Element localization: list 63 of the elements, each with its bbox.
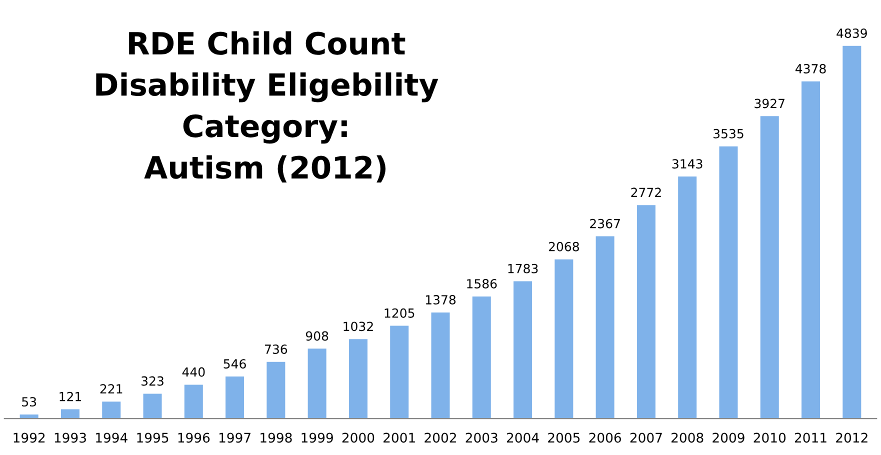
data-label: 2068 xyxy=(548,242,579,252)
bar xyxy=(308,348,326,419)
x-tick-label: 2000 xyxy=(342,432,374,443)
bar xyxy=(514,281,532,419)
x-tick-label: 2008 xyxy=(672,432,704,443)
x-tick-label: 1999 xyxy=(302,432,333,443)
bar xyxy=(760,116,779,419)
data-label: 2367 xyxy=(590,218,620,228)
x-tick-label: 1998 xyxy=(260,432,292,443)
data-label: 908 xyxy=(306,331,328,341)
bar xyxy=(596,236,614,419)
bar xyxy=(802,81,820,419)
bar xyxy=(348,339,368,419)
x-tick-label: 2009 xyxy=(712,432,744,443)
x-tick-label: 1996 xyxy=(178,432,210,443)
x-tick-label: 2006 xyxy=(589,432,622,443)
data-label: 1032 xyxy=(344,322,373,332)
bar xyxy=(60,409,80,419)
bar xyxy=(719,146,738,419)
x-tick-label: 2002 xyxy=(424,432,456,443)
bar xyxy=(266,362,286,419)
bar xyxy=(102,402,121,419)
data-label: 1783 xyxy=(508,264,538,274)
x-tick-label: 1997 xyxy=(219,432,250,443)
x-tick-label: 2004 xyxy=(506,432,539,443)
text: RDE Child Count Disability Eligebility Category: Autism (2012) xyxy=(96,31,438,182)
bar xyxy=(431,312,450,419)
x-tick-label: 1992 xyxy=(14,432,45,443)
bar xyxy=(184,384,203,419)
data-label: 4378 xyxy=(795,64,826,74)
x-tick-label: 2003 xyxy=(466,432,498,443)
data-label: 3143 xyxy=(672,159,702,169)
data-label: 323 xyxy=(142,376,164,386)
data-label: 1205 xyxy=(384,308,414,318)
data-label: 546 xyxy=(224,359,246,369)
data-label: 2772 xyxy=(631,188,661,197)
bar xyxy=(554,259,574,419)
x-tick-label: 2007 xyxy=(630,432,662,443)
x-tick-label: 2011 xyxy=(794,432,826,443)
bar xyxy=(390,326,409,419)
x-tick-label: 2001 xyxy=(384,432,415,443)
data-label: 440 xyxy=(182,367,205,377)
bar xyxy=(143,394,162,419)
x-tick-label: 2005 xyxy=(548,432,580,443)
data-label: 3535 xyxy=(714,128,744,138)
data-label: 4839 xyxy=(836,28,867,38)
x-tick-label: 1994 xyxy=(96,432,128,443)
bar xyxy=(226,376,244,419)
data-label: 3927 xyxy=(754,98,784,108)
data-label: 53 xyxy=(22,397,36,407)
x-tick-label: 1995 xyxy=(137,432,168,443)
data-label: 1586 xyxy=(467,279,497,288)
bar xyxy=(678,176,697,419)
bar xyxy=(842,46,862,419)
x-tick-label: 2010 xyxy=(754,432,786,443)
bar xyxy=(472,296,491,419)
data-label: 121 xyxy=(60,392,82,402)
bar xyxy=(636,205,656,419)
data-label: 1378 xyxy=(426,295,456,304)
x-tick-label: 2012 xyxy=(836,432,868,443)
data-label: 736 xyxy=(265,344,288,354)
data-label: 221 xyxy=(100,384,122,394)
x-tick-label: 1993 xyxy=(54,432,86,443)
